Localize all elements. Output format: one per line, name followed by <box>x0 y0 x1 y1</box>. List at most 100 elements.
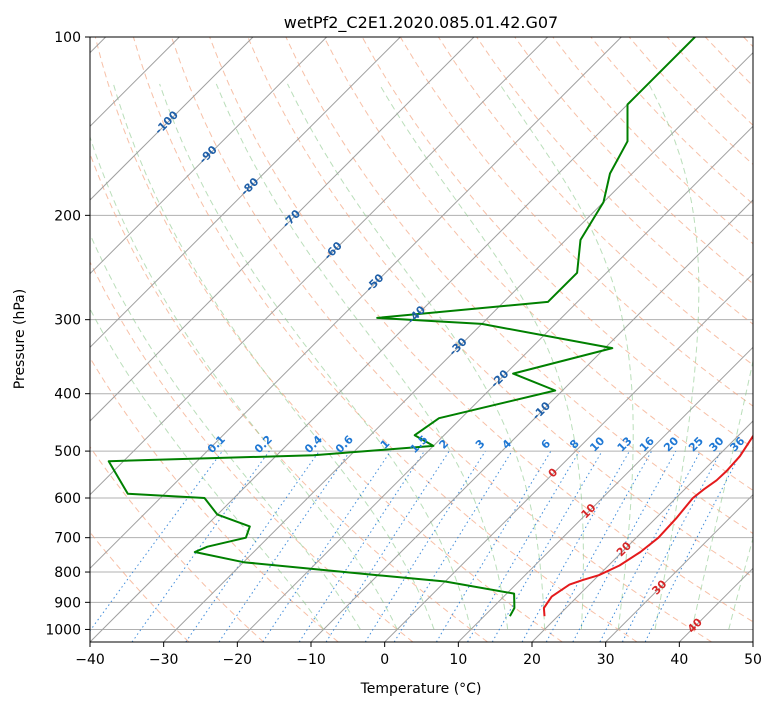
moist-adiabat <box>648 83 700 630</box>
moist-adiabat <box>90 308 325 630</box>
y-tick-label: 200 <box>54 208 81 224</box>
mixing-ratio-line <box>572 450 677 642</box>
dry-adiabat <box>552 37 753 245</box>
mixing-ratio-line <box>467 450 580 642</box>
y-tick-label: 500 <box>54 444 81 460</box>
skewed-isotherms <box>90 37 753 642</box>
moist-adiabat <box>378 83 584 630</box>
y-tick-label: 100 <box>54 30 81 46</box>
mixing-ratio-line <box>325 450 450 642</box>
moist-adiabat <box>159 83 472 630</box>
isotherm <box>90 37 401 349</box>
moist-adiabat <box>287 83 546 630</box>
dry-adiabat <box>704 37 753 87</box>
isotherm <box>163 51 753 642</box>
isotherm <box>90 37 622 570</box>
isotherm <box>90 37 549 496</box>
dry-adiabat <box>476 37 753 325</box>
mixing-ratio-line <box>435 450 552 642</box>
dry-adiabat <box>743 37 753 48</box>
mixing-ratio-label: 8 <box>567 437 582 452</box>
y-axis-label: Pressure (hPa) <box>12 289 28 389</box>
mixing-ratio-line <box>364 450 486 642</box>
x-tick-label: −10 <box>296 652 326 668</box>
y-tick-label: 800 <box>54 565 81 581</box>
dry-adiabat <box>90 260 414 642</box>
moist-adiabat <box>215 83 509 630</box>
dry-adiabat <box>209 37 753 623</box>
y-axis: 100 200 300 400 500 600 700 800 900 1000 <box>45 30 90 638</box>
dry-adiabat <box>90 152 488 642</box>
sounding-profiles <box>107 37 753 617</box>
moist-adiabat <box>499 83 634 630</box>
dry-adiabat <box>666 37 753 126</box>
mixing-ratio-line <box>90 450 223 632</box>
isotherm <box>90 37 254 201</box>
isotherm <box>531 420 753 642</box>
plot-frame <box>89 36 754 643</box>
dry-adiabats <box>90 37 753 642</box>
isotherm <box>752 641 753 642</box>
dry-adiabat <box>514 37 753 285</box>
dry-adiabat <box>323 37 753 491</box>
dry-adiabat <box>132 37 638 642</box>
dry-adiabat <box>171 37 712 642</box>
isotherm <box>90 37 328 275</box>
x-tick-label: −30 <box>149 652 179 668</box>
plot-area: -100-90-80-70-60-50-40-30-20-10010203040… <box>90 37 753 642</box>
x-tick-label: 50 <box>744 652 762 668</box>
mixing-ratio-line <box>644 450 743 642</box>
temperature-profile <box>542 433 753 617</box>
isotherm <box>90 37 475 422</box>
isotherm <box>457 346 753 642</box>
x-tick-label: 40 <box>670 652 688 668</box>
moist-adiabat <box>90 232 361 630</box>
mixing-ratio-line <box>545 450 653 642</box>
y-tick-label: 700 <box>54 531 81 547</box>
dry-adiabat <box>437 37 753 366</box>
x-tick-label: −20 <box>223 652 253 668</box>
dewpoint-profile <box>107 37 696 617</box>
isotherm <box>236 125 753 642</box>
y-tick-label: 300 <box>54 313 81 329</box>
moist-adiabat <box>90 135 398 630</box>
mixing-ratio-label: 0.4 <box>302 433 325 456</box>
mixing-ratio-line <box>393 450 513 642</box>
x-tick-label: 20 <box>523 652 541 668</box>
mixing-ratio-label: 3 <box>473 437 488 452</box>
mixing-ratio-line <box>298 450 425 642</box>
isotherm <box>678 567 753 642</box>
x-axis-label: Temperature (°C) <box>360 681 482 697</box>
x-tick-label: −40 <box>75 652 105 668</box>
moist-adiabat <box>728 536 753 630</box>
mixing-ratio-line <box>131 450 270 642</box>
x-tick-label: 0 <box>380 652 389 668</box>
x-tick-label: 30 <box>597 652 615 668</box>
isotherm <box>605 493 753 642</box>
mixing-ratio-lines <box>90 450 743 642</box>
dry-adiabat <box>90 446 264 642</box>
dry-adiabat <box>94 37 563 642</box>
moist-adiabat <box>112 83 435 630</box>
y-tick-label: 400 <box>54 387 81 403</box>
chart-title: wetPf2_C2E1.2020.085.01.42.G07 <box>284 13 558 33</box>
isotherm <box>310 199 753 642</box>
y-tick-label: 900 <box>54 595 81 611</box>
moist-adiabats <box>90 83 753 630</box>
mixing-ratio-label: 0.2 <box>252 433 275 456</box>
mixing-ratio-line <box>218 450 351 642</box>
y-tick-label: 1000 <box>45 622 81 638</box>
dry-adiabat <box>285 37 753 535</box>
isotherm <box>384 272 753 642</box>
dry-adiabat <box>247 37 753 578</box>
y-tick-label: 600 <box>54 491 81 507</box>
mixing-ratio-line <box>262 450 392 642</box>
mixing-ratio-label: 0.1 <box>205 433 228 456</box>
isotherm <box>90 37 696 642</box>
x-tick-label: 10 <box>449 652 467 668</box>
mixing-ratio-line <box>599 450 701 642</box>
moist-adiabat <box>691 358 753 630</box>
x-axis: −40 −30 −20 −10 0 10 20 30 40 50 <box>75 642 762 668</box>
mixing-ratio-line <box>185 450 320 642</box>
